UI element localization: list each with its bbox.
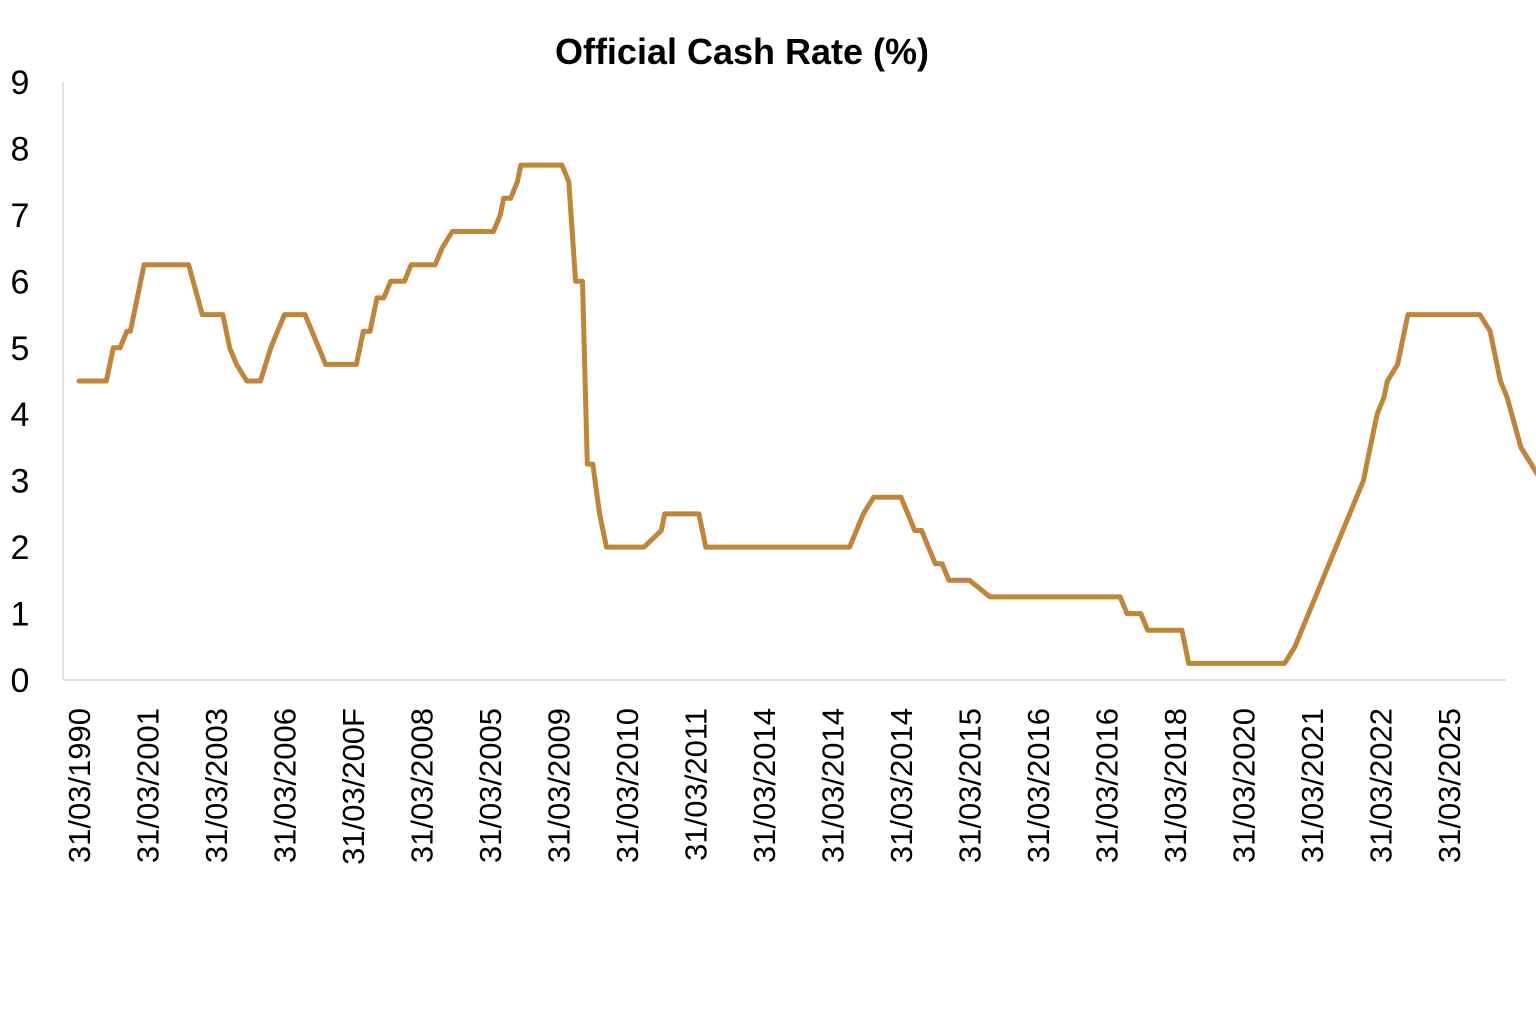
x-tick-label: 31/03/2016 xyxy=(1090,708,1125,863)
x-tick-label: 31/03/200F xyxy=(336,708,371,865)
y-tick-label: 7 xyxy=(11,197,30,235)
y-tick-label: 6 xyxy=(11,263,30,301)
y-tick-label: 1 xyxy=(11,596,30,634)
x-tick-label: 31/03/2015 xyxy=(953,708,988,863)
x-tick-label: 31/03/2014 xyxy=(747,708,782,863)
x-tick-label: 31/03/2008 xyxy=(405,708,440,863)
y-tick-label: 5 xyxy=(11,330,30,368)
x-tick-label: 31/03/2018 xyxy=(1158,708,1193,863)
y-tick-label: 0 xyxy=(11,662,30,700)
series-line-0 xyxy=(76,162,1536,666)
x-tick-label: 31/03/2003 xyxy=(199,708,234,863)
y-tick-label: 2 xyxy=(11,529,30,567)
x-tick-label: 31/03/2021 xyxy=(1295,708,1330,863)
chart-title: Official Cash Rate (%) xyxy=(555,31,929,72)
x-tick-label: 31/03/2014 xyxy=(884,708,919,863)
x-tick-label: 31/03/2016 xyxy=(1021,708,1056,863)
x-tick-label: 31/03/1990 xyxy=(62,708,97,863)
y-tick-label: 3 xyxy=(11,463,30,501)
x-tick-label: 31/03/2010 xyxy=(610,708,645,863)
x-tick-label: 31/03/2005 xyxy=(473,708,508,863)
x-tick-label: 31/03/2011 xyxy=(679,708,714,861)
x-tick-label: 31/03/2025 xyxy=(1432,708,1467,863)
y-axis: 0 1 2 3 4 5 6 7 8 9 xyxy=(11,64,64,700)
x-tick-label: 31/03/2006 xyxy=(268,708,303,863)
x-tick-label: 31/03/2014 xyxy=(816,708,851,863)
x-axis: 31/03/1990 31/03/2001 31/03/2003 31/03/2006… xyxy=(62,679,1506,865)
y-tick-label: 4 xyxy=(11,396,30,434)
series-group xyxy=(76,162,1536,666)
x-tick-label: 31/03/2020 xyxy=(1227,708,1262,863)
x-tick-label: 31/03/2009 xyxy=(542,708,577,863)
x-tick-label: 31/03/2001 xyxy=(131,708,166,863)
y-tick-label: 8 xyxy=(11,130,30,168)
x-tick-label: 31/03/2022 xyxy=(1364,708,1399,863)
y-tick-label: 9 xyxy=(11,64,30,102)
